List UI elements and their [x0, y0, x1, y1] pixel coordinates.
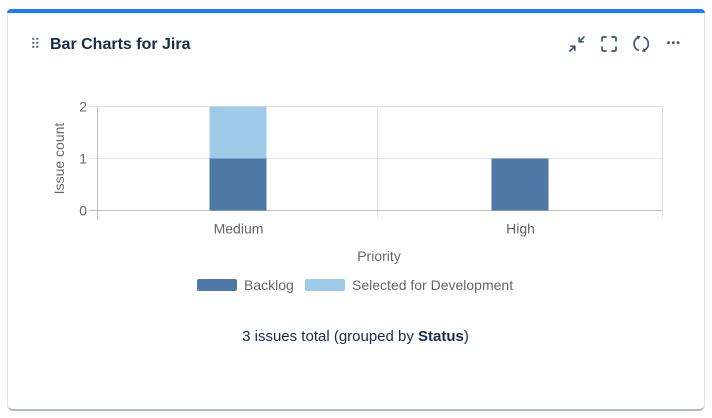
- svg-text:Backlog: Backlog: [244, 277, 294, 293]
- svg-text:Medium: Medium: [214, 221, 264, 237]
- svg-text:Selected for Development: Selected for Development: [352, 277, 513, 293]
- svg-text:Issue count: Issue count: [51, 123, 67, 195]
- svg-text:High: High: [506, 221, 535, 237]
- svg-text:Priority: Priority: [357, 248, 401, 264]
- svg-text:1: 1: [79, 151, 87, 167]
- svg-text:0: 0: [79, 203, 87, 219]
- svg-text:2: 2: [79, 99, 87, 115]
